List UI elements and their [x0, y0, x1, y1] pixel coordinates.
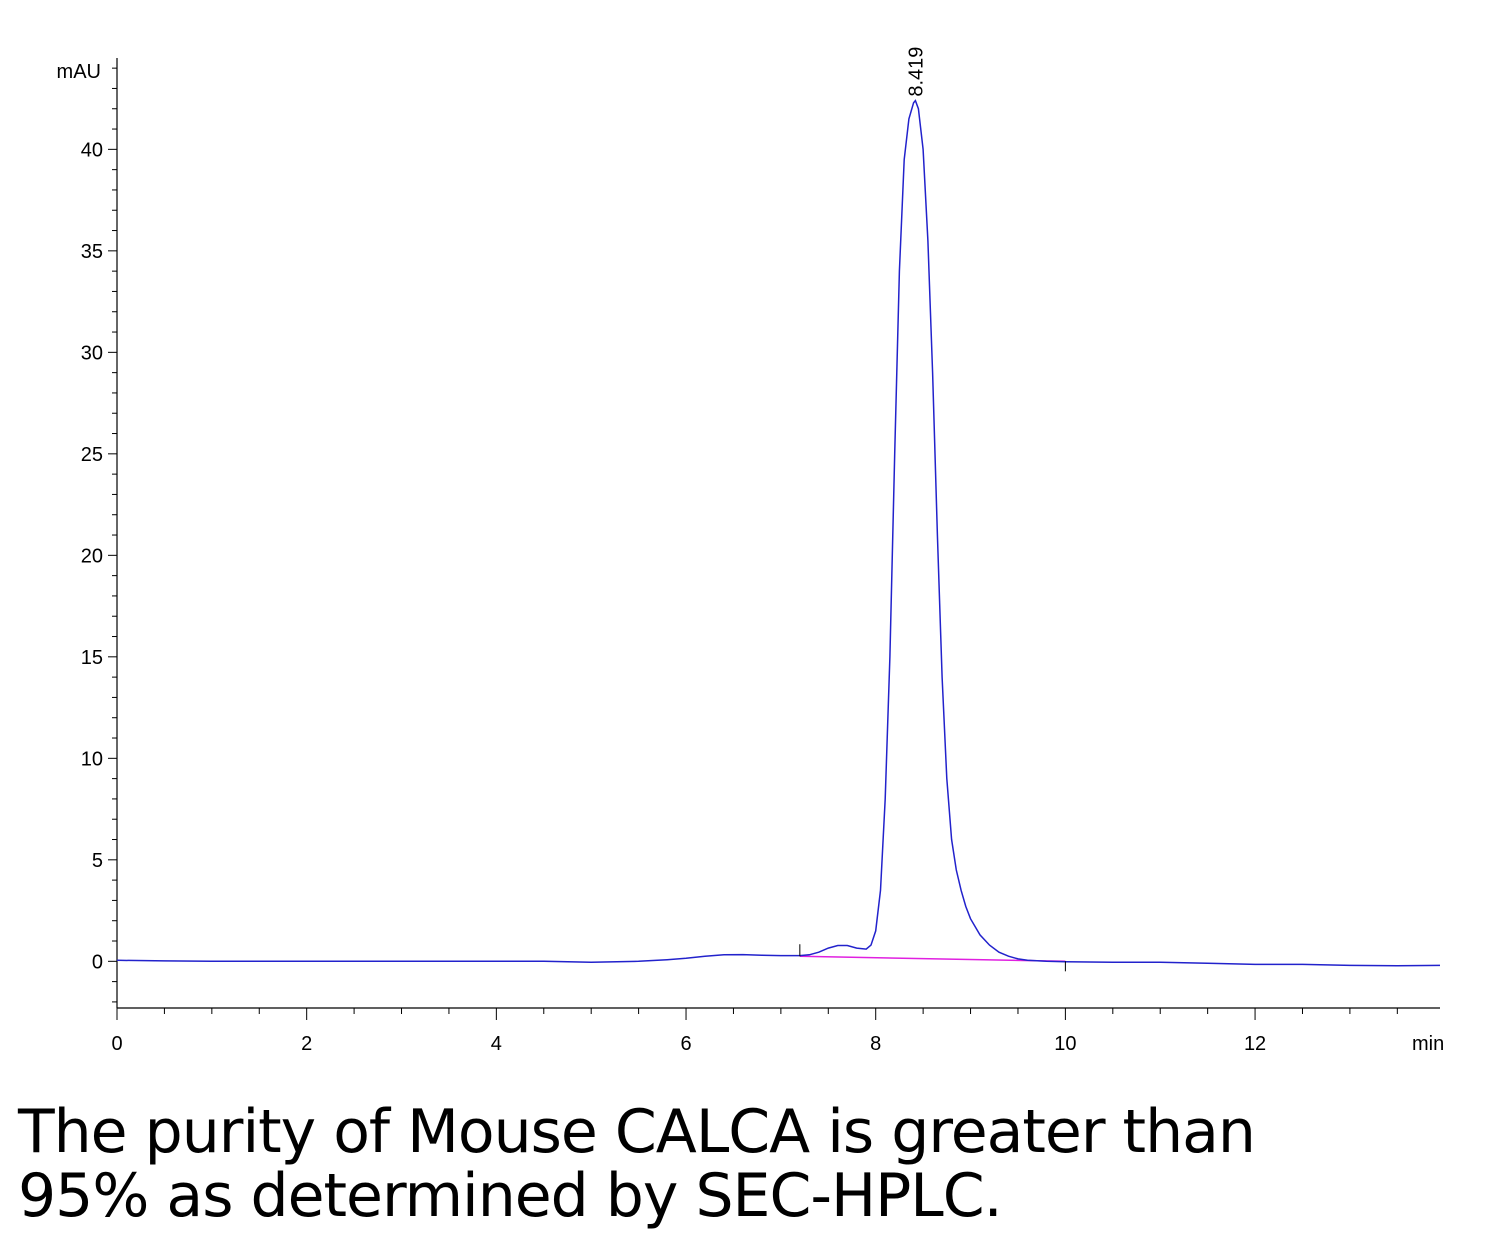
- y-tick-label: 30: [81, 342, 103, 364]
- caption-line-1: The purity of Mouse CALCA is greater tha…: [18, 1097, 1256, 1167]
- x-tick-label: 4: [491, 1033, 502, 1055]
- y-tick-label: 15: [81, 647, 103, 669]
- y-tick-label: 10: [81, 748, 103, 770]
- x-axis-ticks: 0 2 4 6 8 10 12: [111, 1008, 1398, 1055]
- x-unit-label: min: [1412, 1033, 1444, 1055]
- y-tick-label: 35: [81, 241, 103, 263]
- y-tick-label: 40: [81, 139, 103, 161]
- x-tick-label: 6: [680, 1033, 691, 1055]
- x-tick-label: 2: [301, 1033, 312, 1055]
- y-tick-label: 20: [81, 545, 103, 567]
- x-tick-label: 10: [1054, 1033, 1076, 1055]
- y-unit-label: mAU: [57, 61, 101, 83]
- x-tick-label: 12: [1244, 1033, 1266, 1055]
- y-tick-label: 5: [92, 850, 103, 872]
- integration-baseline: [799, 955, 1066, 963]
- caption-line-2: 95% as determined by SEC-HPLC.: [18, 1161, 1003, 1231]
- y-tick-label: 0: [92, 951, 103, 973]
- peak-retention-label: 8.419: [905, 47, 927, 97]
- chromatogram-chart: 0 5 10 15 20 25 30 35 40 0 2 4 6 8 10 12 mAU min 8.419: [57, 47, 1445, 1055]
- x-tick-label: 0: [111, 1033, 122, 1055]
- peak-annotations: 8.419: [799, 47, 1066, 972]
- chromatogram-signal-line: [116, 99, 1441, 967]
- caption: The purity of Mouse CALCA is greater tha…: [18, 1100, 1418, 1228]
- y-axis-ticks: 0 5 10 15 20 25 30 35 40: [81, 67, 117, 1003]
- x-tick-label: 8: [870, 1033, 881, 1055]
- y-tick-label: 25: [81, 444, 103, 466]
